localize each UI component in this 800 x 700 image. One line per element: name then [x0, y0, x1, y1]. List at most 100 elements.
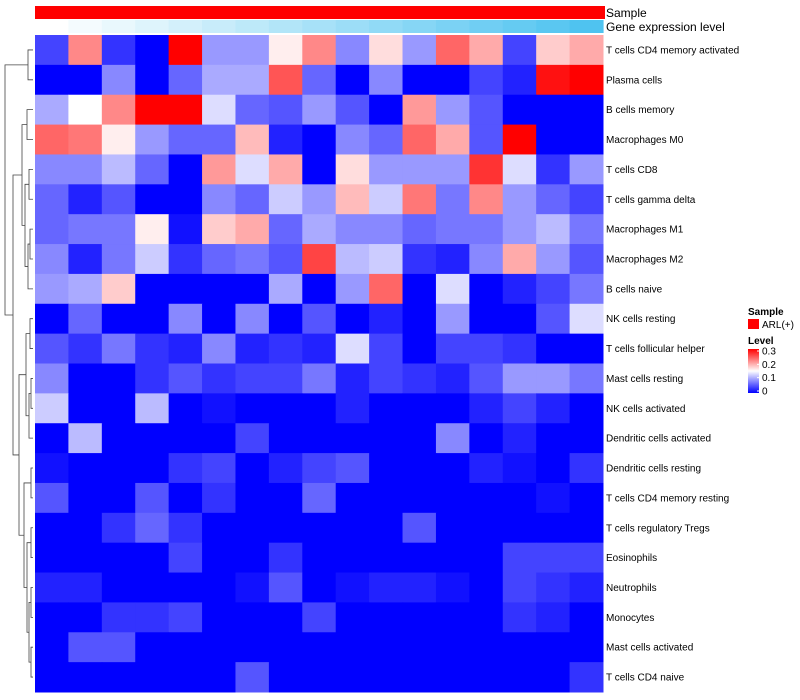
- dendrogram-branch: [30, 378, 33, 409]
- dendrogram-branch: [30, 467, 33, 499]
- heatmap-cell: [502, 124, 537, 155]
- heatmap-cell: [502, 184, 537, 215]
- heatmap-cell: [469, 363, 504, 394]
- heatmap-cell: [101, 333, 136, 364]
- heatmap-cell: [335, 482, 370, 514]
- gene-level-annotation-cell: [168, 20, 203, 33]
- row-label: T cells CD4 memory resting: [606, 493, 729, 504]
- heatmap-cell: [168, 453, 203, 484]
- heatmap-cell: [168, 64, 203, 96]
- row-label: B cells memory: [606, 105, 674, 116]
- heatmap-cell: [469, 94, 504, 126]
- heatmap-cell: [101, 244, 136, 275]
- heatmap-cell: [101, 572, 136, 603]
- heatmap-cell: [369, 64, 404, 96]
- heatmap-cell: [202, 572, 236, 603]
- row-labels: T cells CD4 memory activated Plasma cells…: [606, 45, 739, 683]
- heatmap-cell: [202, 273, 236, 305]
- heatmap-cell: [369, 363, 404, 394]
- heatmap-cell: [569, 482, 604, 514]
- heatmap-cell: [536, 632, 571, 663]
- heatmap-cell: [168, 244, 203, 275]
- heatmap-cell: [335, 512, 370, 544]
- heatmap-cell: [135, 482, 170, 514]
- heatmap-cell: [135, 35, 170, 66]
- heatmap-cell: [101, 124, 136, 155]
- dendrogram-branch: [28, 168, 33, 200]
- legend: Sample ARL(+) Level 0.3 0.2 0.1 0: [748, 307, 794, 398]
- heatmap-cell: [135, 184, 170, 215]
- heatmap-cell: [302, 94, 337, 126]
- heatmap-cell: [502, 393, 537, 424]
- heatmap-cell: [101, 64, 136, 96]
- heatmap-cell: [35, 423, 69, 454]
- heatmap-cell: [302, 572, 337, 603]
- heatmap-cell: [135, 542, 170, 574]
- heatmap-cell: [101, 184, 136, 215]
- row-label: Mast cells activated: [606, 643, 693, 654]
- heatmap-cell: [302, 333, 337, 364]
- heatmap-cell: [435, 273, 470, 305]
- dendrogram-branch: [4, 64, 28, 316]
- heatmap-cell: [35, 482, 69, 514]
- heatmap-cell: [569, 572, 604, 603]
- heatmap-cell: [68, 453, 103, 484]
- heatmap-cell: [536, 482, 571, 514]
- heatmap-cell: [402, 602, 437, 633]
- heatmap-cell: [502, 453, 537, 484]
- heatmap-cell: [469, 662, 504, 693]
- heatmap-cell: [68, 64, 103, 96]
- heatmap-cell: [168, 423, 203, 454]
- heatmap-cell: [435, 602, 470, 633]
- heatmap-cell: [135, 273, 170, 305]
- heatmap-cell: [469, 303, 504, 335]
- heatmap-cell: [536, 154, 571, 185]
- heatmap-cell: [569, 214, 604, 245]
- heatmap-cell: [502, 602, 537, 633]
- heatmap-cell: [536, 184, 571, 215]
- dendrogram-branch: [30, 587, 33, 618]
- heatmap-cell: [369, 154, 404, 185]
- heatmap-cell: [168, 632, 203, 663]
- heatmap-cell: [335, 423, 370, 454]
- heatmap-cell: [235, 94, 270, 126]
- heatmap-cell: [536, 423, 571, 454]
- heatmap-cell: [335, 632, 370, 663]
- legend-sample-swatch: [748, 319, 759, 329]
- row-label: Dendritic cells resting: [606, 464, 701, 475]
- heatmap-cell: [469, 184, 504, 215]
- heatmap-cell: [402, 64, 437, 96]
- heatmap-cell: [202, 244, 236, 275]
- gene-annotation-label: Gene expression level: [606, 20, 725, 34]
- heatmap-cell: [435, 393, 470, 424]
- heatmap-cell: [569, 124, 604, 155]
- heatmap-cell: [202, 363, 236, 394]
- legend-tick-label: 0: [762, 387, 768, 398]
- heatmap-cell: [235, 632, 270, 663]
- heatmap-cell: [202, 303, 236, 335]
- heatmap-cell: [101, 273, 136, 305]
- heatmap-cell: [502, 482, 537, 514]
- heatmap-cell: [302, 35, 337, 66]
- row-label: T cells gamma delta: [606, 195, 696, 206]
- heatmap-cell: [469, 154, 504, 185]
- heatmap-cell: [168, 542, 203, 574]
- heatmap-cell: [302, 273, 337, 305]
- heatmap-cell: [68, 632, 103, 663]
- heatmap-cell: [302, 154, 337, 185]
- heatmap-cell: [35, 184, 69, 215]
- row-label: T cells CD4 memory activated: [606, 45, 739, 56]
- heatmap-cell: [101, 632, 136, 663]
- heatmap-cell: [536, 542, 571, 574]
- heatmap-cell: [268, 35, 303, 66]
- heatmap-cell: [569, 363, 604, 394]
- heatmap-cell: [569, 154, 604, 185]
- heatmap-cell: [302, 363, 337, 394]
- heatmap-cell: [101, 662, 136, 693]
- gene-level-annotation-cell: [469, 20, 504, 33]
- heatmap-cell: [402, 184, 437, 215]
- heatmap-cell: [202, 542, 236, 574]
- heatmap-cell: [202, 602, 236, 633]
- heatmap-cell: [68, 482, 103, 514]
- heatmap-cell: [536, 363, 571, 394]
